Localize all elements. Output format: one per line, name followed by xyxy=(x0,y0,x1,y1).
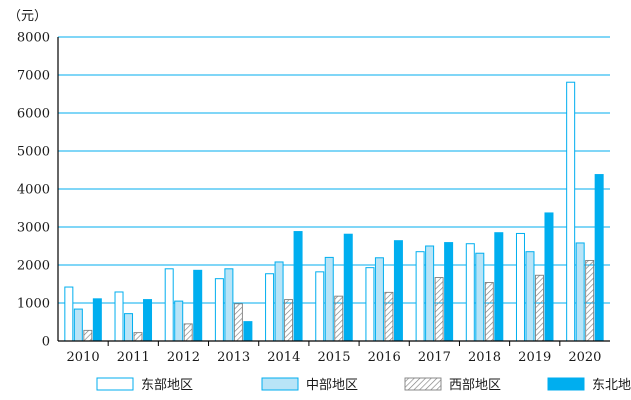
bar-light-blue xyxy=(224,268,234,342)
x-tick-label: 2014 xyxy=(267,350,300,365)
x-tick-label: 2013 xyxy=(217,350,250,365)
bar-hatched xyxy=(535,274,544,342)
bar-outline xyxy=(164,268,174,342)
bar-light-blue xyxy=(124,313,134,342)
bar-light-blue xyxy=(324,256,334,342)
bar-light-blue xyxy=(575,242,585,342)
bar-solid-blue xyxy=(594,174,604,342)
bar-solid-blue xyxy=(393,240,403,342)
bar-hatched xyxy=(133,332,143,342)
bar-outline xyxy=(214,278,224,342)
y-tick-label: 8000 xyxy=(17,31,50,46)
axes: 0 1000 2000 3000 4000 5000 6000 7000 8000 （元） 2010… xyxy=(8,9,610,365)
bar-light-blue xyxy=(274,261,284,342)
y-tick-label: 0 xyxy=(42,335,50,350)
legend-label: 西部地区 xyxy=(449,378,501,393)
bar-light-blue xyxy=(174,300,184,342)
bar-hatched xyxy=(284,299,294,342)
bar-hatched xyxy=(434,277,444,342)
x-tick-label: 2020 xyxy=(568,350,601,365)
bar-solid-blue xyxy=(444,242,454,342)
legend-label: 东部地区 xyxy=(141,378,193,393)
bar-outline xyxy=(114,291,124,342)
bar-outline xyxy=(265,273,275,342)
y-tick-label: 3000 xyxy=(17,221,50,236)
bar-solid-blue xyxy=(494,232,504,342)
bar-solid-blue xyxy=(243,321,253,342)
bar-outline xyxy=(315,271,325,342)
x-tick-label: 2012 xyxy=(167,350,200,365)
y-tick-label: 2000 xyxy=(17,259,50,274)
bar-light-blue xyxy=(73,308,83,342)
bar-solid-blue xyxy=(92,298,102,342)
bar-hatched xyxy=(384,291,394,342)
bar-hatched xyxy=(334,295,344,342)
x-tick-label: 2017 xyxy=(418,350,451,365)
bar-hatched xyxy=(233,303,243,342)
legend-swatch-hatched xyxy=(404,377,442,391)
bar-hatched xyxy=(83,329,93,342)
bar-solid-blue xyxy=(293,231,303,342)
legend-swatch-solid-blue xyxy=(547,377,585,391)
bar-light-blue xyxy=(525,251,535,342)
bar-solid-blue xyxy=(544,212,554,342)
bar-solid-blue xyxy=(193,269,203,342)
x-tick-label: 2011 xyxy=(117,350,150,365)
bar-outline xyxy=(515,232,525,342)
legend-label: 东北地区 xyxy=(592,378,631,393)
bar-hatched xyxy=(484,282,494,342)
bars xyxy=(64,81,604,342)
legend: 东部地区 中部地区 西部地区 东北地区 xyxy=(96,377,631,393)
grid-lines xyxy=(58,36,610,304)
bar-solid-blue xyxy=(343,233,353,342)
x-tick-label: 2010 xyxy=(67,350,100,365)
bar-light-blue xyxy=(475,252,485,342)
bar-solid-blue xyxy=(143,299,153,342)
y-tick-label: 1000 xyxy=(17,297,50,312)
bar-outline xyxy=(64,286,74,342)
y-axis-label: （元） xyxy=(8,9,47,24)
y-tick-label: 5000 xyxy=(17,145,50,160)
bar-hatched xyxy=(183,323,193,342)
legend-label: 中部地区 xyxy=(306,378,358,393)
y-tick-label: 6000 xyxy=(17,107,50,122)
x-tick-label: 2016 xyxy=(368,350,401,365)
x-tick-label: 2018 xyxy=(468,350,501,365)
legend-swatch-outline xyxy=(96,377,134,391)
legend-swatch-light-blue xyxy=(261,377,299,391)
x-tick-label: 2015 xyxy=(317,350,350,365)
bar-hatched xyxy=(585,259,595,342)
bar-outline xyxy=(465,243,475,342)
y-tick-label: 4000 xyxy=(17,183,50,198)
bar-outline xyxy=(365,267,375,342)
x-tick-label: 2019 xyxy=(518,350,551,365)
bar-outline xyxy=(566,81,576,342)
bar-light-blue xyxy=(374,257,384,342)
y-tick-label: 7000 xyxy=(17,69,50,84)
bar-outline xyxy=(415,251,425,342)
bar-light-blue xyxy=(425,245,435,342)
